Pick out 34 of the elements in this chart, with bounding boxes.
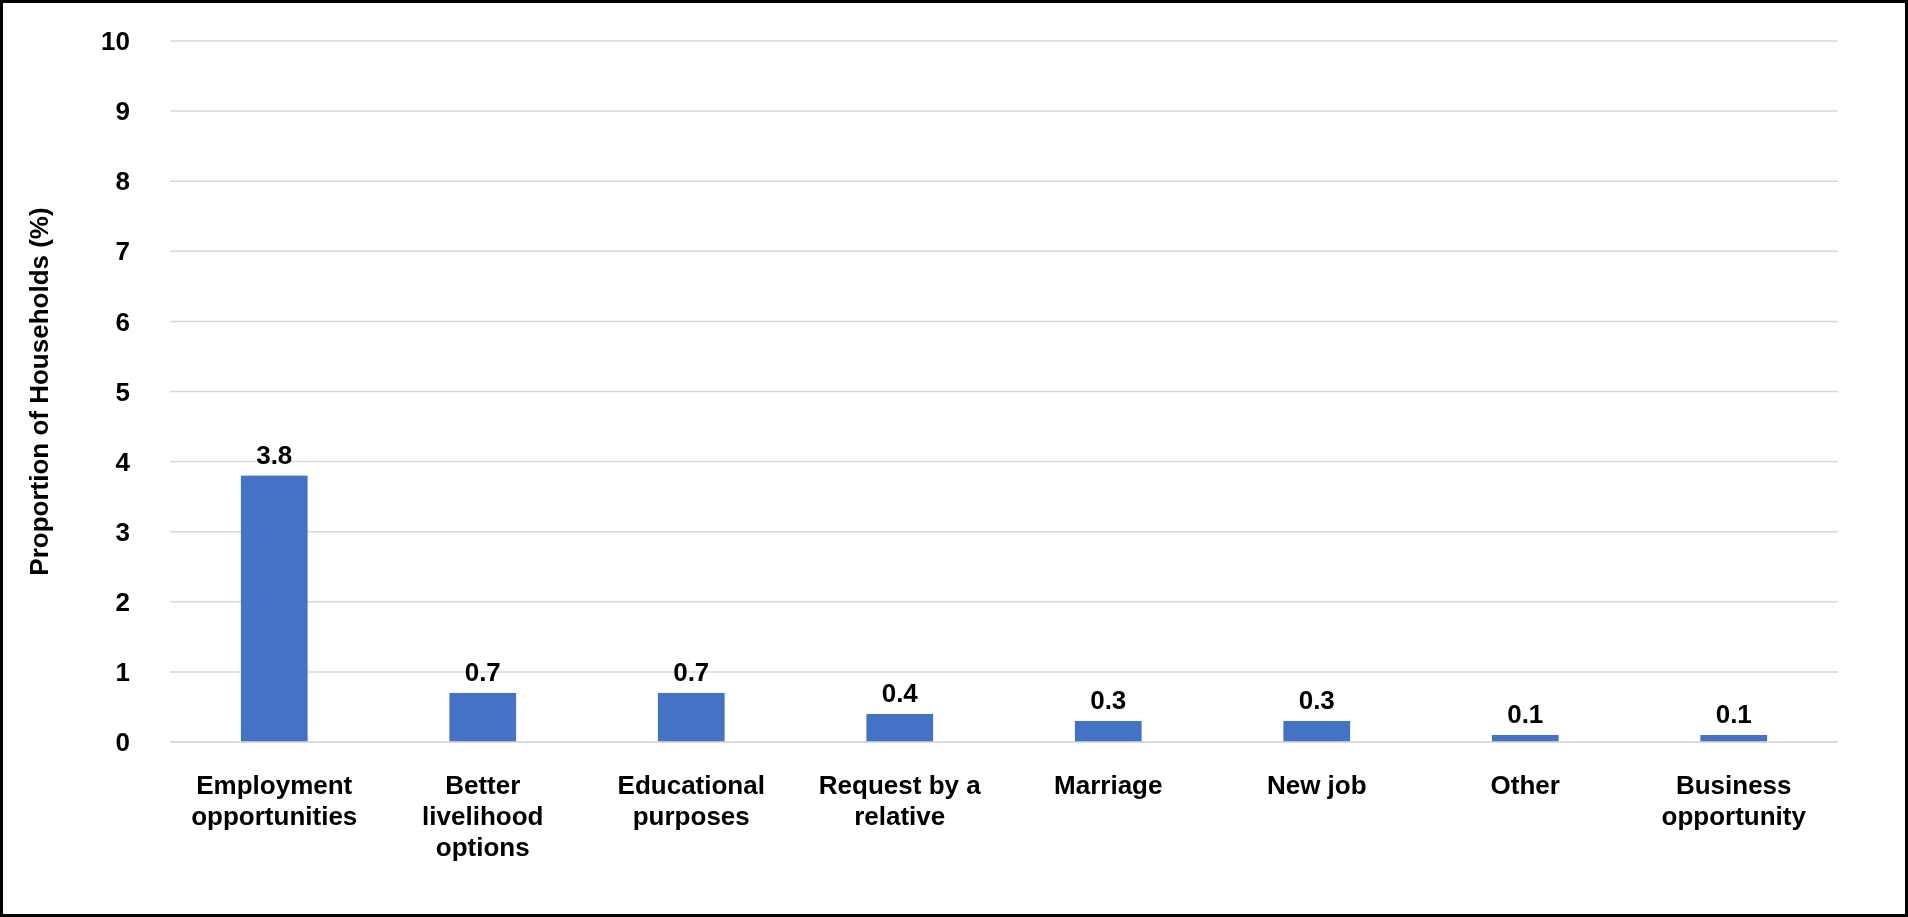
y-tick-label: 2: [115, 586, 130, 617]
x-tick-label: Better livelihood options: [422, 770, 544, 863]
x-tick-label: Marriage: [1054, 770, 1163, 800]
data-label: 0.3: [1298, 684, 1335, 715]
bar: [240, 475, 308, 742]
data-label: 0.4: [881, 677, 919, 708]
data-label: 0.7: [673, 656, 710, 687]
bar: [866, 713, 934, 742]
bar: [449, 692, 517, 742]
y-tick-label: 8: [115, 166, 130, 197]
y-tick-label: 9: [115, 96, 130, 127]
x-tick-label: Educational purposes: [617, 770, 765, 832]
y-tick-label: 5: [115, 376, 130, 407]
y-tick-label: 6: [115, 306, 130, 337]
y-tick-label: 3: [115, 516, 130, 547]
bar: [1283, 720, 1351, 742]
y-tick-label: 10: [101, 26, 130, 57]
data-label: 0.7: [464, 656, 501, 687]
y-axis-title: Proportion of Households (%): [24, 207, 54, 576]
data-label: 0.3: [1090, 684, 1127, 715]
y-tick-label: 7: [115, 236, 130, 267]
x-tick-label: Request by a relative: [818, 770, 982, 832]
bar: [1074, 720, 1142, 742]
bar: [657, 692, 725, 742]
x-tick-label: Employment opportunities: [191, 770, 358, 832]
data-label: 3.8: [256, 439, 293, 470]
y-tick-label: 4: [115, 446, 131, 477]
x-tick-label: Business opportunity: [1661, 770, 1807, 832]
y-tick-label: 1: [115, 657, 130, 687]
data-label: 0.1: [1507, 698, 1544, 729]
data-label: 0.1: [1715, 698, 1752, 729]
y-tick-label: 0: [115, 727, 130, 758]
x-tick-label: Other: [1490, 770, 1560, 800]
x-tick-label: New job: [1266, 770, 1367, 800]
